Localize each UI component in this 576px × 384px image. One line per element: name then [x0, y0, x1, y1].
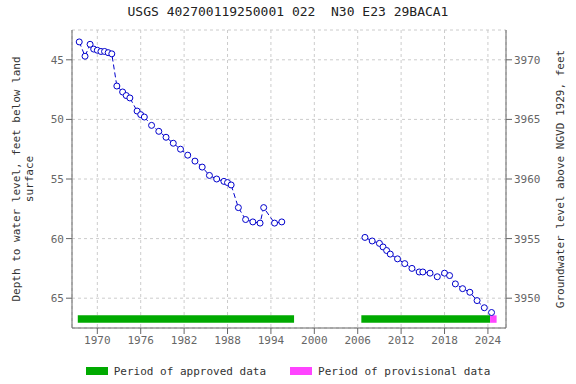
- svg-text:2024: 2024: [475, 334, 502, 347]
- svg-text:1994: 1994: [258, 334, 285, 347]
- html-text:USGS 402700119250001 022 N30 E: USGS 402700119250001 022 N30 E23 29BACA1: [127, 4, 449, 19]
- svg-text:45: 45: [51, 54, 64, 67]
- svg-text:1988: 1988: [214, 334, 241, 347]
- svg-text:3950: 3950: [514, 292, 541, 305]
- svg-text:2000: 2000: [301, 334, 328, 347]
- svg-text:2012: 2012: [388, 334, 415, 347]
- html-text:Period of provisional data: Period of provisional data: [318, 364, 491, 378]
- html-text:Period of approved data: Period of approved data: [113, 364, 267, 378]
- svg-text:65: 65: [51, 292, 64, 305]
- svg-text:50: 50: [51, 113, 64, 126]
- svg-text:Groundwater level above NGVD 1: Groundwater level above NGVD 1929, feet: [554, 50, 567, 308]
- svg-text:1970: 1970: [84, 334, 111, 347]
- svg-text:3970: 3970: [514, 54, 541, 67]
- svg-text:3965: 3965: [514, 113, 541, 126]
- svg-text:Depth to water level, feet bel: Depth to water level, feet below land: [10, 56, 23, 301]
- svg-text:55: 55: [51, 173, 64, 186]
- svg-text:surface: surface: [23, 156, 36, 202]
- svg-text:60: 60: [51, 233, 64, 246]
- svg-text:1982: 1982: [171, 334, 198, 347]
- svg-text:1976: 1976: [127, 334, 154, 347]
- svg-text:2006: 2006: [344, 334, 371, 347]
- svg-text:3955: 3955: [514, 233, 541, 246]
- svg-text:2018: 2018: [431, 334, 458, 347]
- svg-text:3960: 3960: [514, 173, 541, 186]
